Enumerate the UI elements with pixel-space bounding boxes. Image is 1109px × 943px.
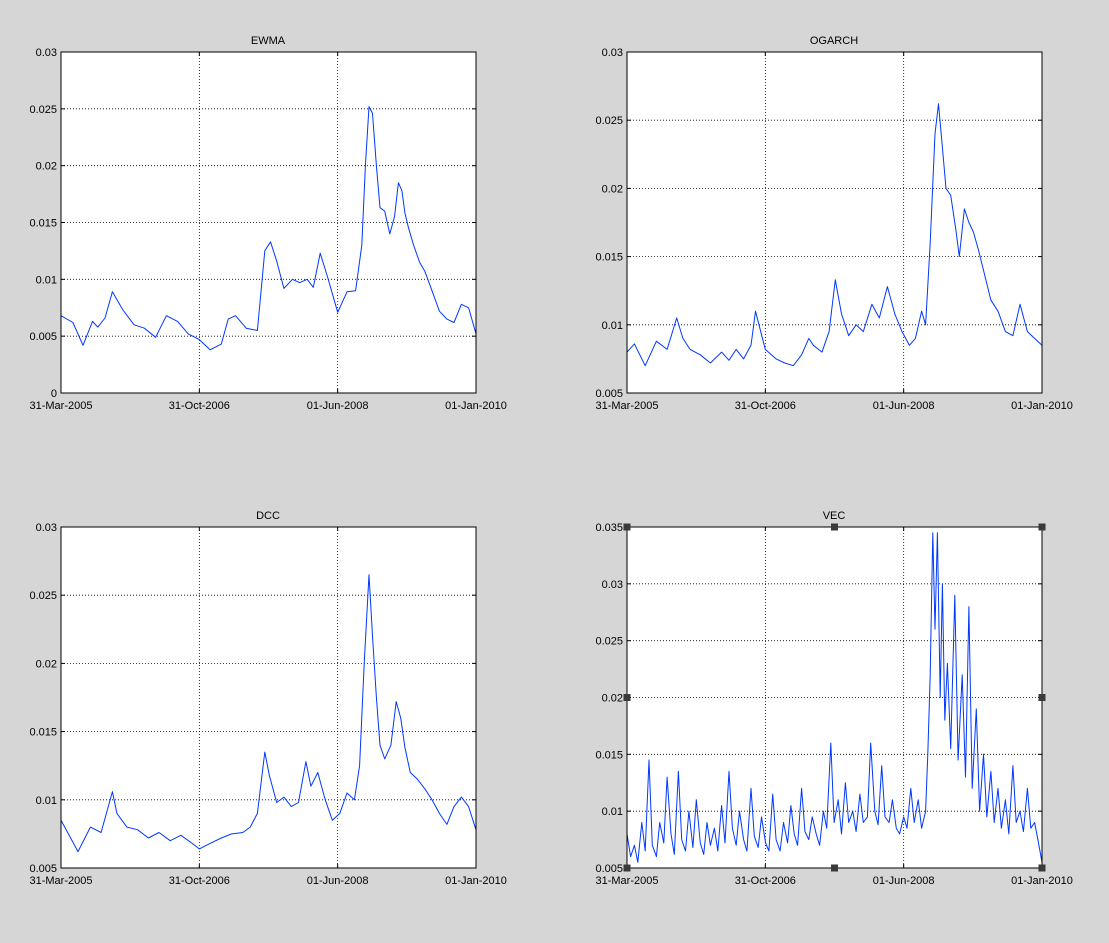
y-tick-label: 0.015 bbox=[29, 727, 57, 739]
selection-handle[interactable] bbox=[623, 694, 631, 701]
y-tick-label: 0.03 bbox=[602, 47, 623, 59]
x-tick-label: 31-Oct-2006 bbox=[169, 400, 230, 412]
y-tick-label: 0.03 bbox=[36, 522, 57, 534]
subplot-title: OGARCH bbox=[810, 35, 858, 47]
x-tick-label: 01-Jun-2008 bbox=[873, 400, 935, 412]
y-tick-label: 0.01 bbox=[36, 274, 57, 286]
x-tick-label: 01-Jan-2010 bbox=[445, 400, 507, 412]
y-tick-label: 0.005 bbox=[29, 331, 57, 343]
series-line bbox=[60, 574, 477, 853]
selection-handle[interactable] bbox=[1038, 694, 1046, 701]
x-tick-label: 01-Jun-2008 bbox=[873, 875, 935, 887]
subplot-title: VEC bbox=[823, 510, 846, 522]
x-tick-label: 01-Jan-2010 bbox=[445, 875, 507, 887]
y-tick-label: 0.025 bbox=[29, 590, 57, 602]
y-tick-label: 0.005 bbox=[29, 863, 57, 875]
y-tick-label: 0.015 bbox=[29, 218, 57, 230]
x-tick-label: 01-Jun-2008 bbox=[307, 400, 369, 412]
y-tick-label: 0.025 bbox=[595, 636, 623, 648]
y-tick-label: 0.01 bbox=[602, 320, 623, 332]
y-tick-label: 0.02 bbox=[602, 693, 623, 705]
selection-handle[interactable] bbox=[623, 523, 631, 531]
subplot-title: DCC bbox=[256, 510, 280, 522]
subplot-vec[interactable]: 31-Mar-2005 31-Oct-2006 01-Jun-2008 01-Jan-… bbox=[595, 510, 1072, 887]
x-tick-label: 31-Mar-2005 bbox=[30, 400, 93, 412]
x-tick-label: 01-Jan-2010 bbox=[1011, 875, 1073, 887]
y-tick-label: 0.01 bbox=[36, 795, 57, 807]
y-tick-label: 0.035 bbox=[595, 522, 623, 534]
y-tick-label: 0.005 bbox=[595, 863, 623, 875]
series-line bbox=[60, 106, 477, 351]
x-tick-label: 31-Oct-2006 bbox=[735, 400, 796, 412]
y-tick-label: 0.03 bbox=[36, 47, 57, 59]
x-tick-label: 31-Oct-2006 bbox=[169, 875, 230, 887]
subplot-ewma[interactable]: 31-Mar-2005 31-Oct-2006 01-Jun-2008 01-Jan-… bbox=[29, 35, 506, 412]
y-tick-label: 0.005 bbox=[595, 388, 623, 400]
x-tick-label: 01-Jan-2010 bbox=[1011, 400, 1073, 412]
x-tick-label: 31-Mar-2005 bbox=[30, 875, 93, 887]
y-tick-label: 0 bbox=[51, 388, 57, 400]
selection-handle[interactable] bbox=[831, 864, 838, 872]
selection-handle[interactable] bbox=[1038, 523, 1046, 531]
plot-area bbox=[627, 52, 1042, 393]
y-tick-label: 0.03 bbox=[602, 579, 623, 591]
x-tick-label: 31-Mar-2005 bbox=[596, 400, 659, 412]
series-line bbox=[626, 103, 1043, 367]
x-tick-label: 31-Oct-2006 bbox=[735, 875, 796, 887]
y-tick-label: 0.015 bbox=[595, 749, 623, 761]
y-tick-label: 0.02 bbox=[36, 658, 57, 670]
y-tick-label: 0.02 bbox=[602, 183, 623, 195]
y-tick-label: 0.01 bbox=[602, 806, 623, 818]
series-line bbox=[626, 532, 1043, 863]
selection-handle[interactable] bbox=[831, 523, 838, 531]
y-tick-label: 0.015 bbox=[595, 252, 623, 264]
y-tick-label: 0.025 bbox=[595, 115, 623, 127]
axes-box bbox=[60, 526, 477, 869]
y-tick-label: 0.02 bbox=[36, 161, 57, 173]
subplot-title: EWMA bbox=[251, 35, 286, 47]
plot-area bbox=[61, 527, 476, 868]
x-tick-label: 01-Jun-2008 bbox=[307, 875, 369, 887]
selection-handle[interactable] bbox=[1038, 864, 1046, 872]
x-tick-label: 31-Mar-2005 bbox=[596, 875, 659, 887]
selection-handle[interactable] bbox=[623, 864, 631, 872]
subplot-ogarch[interactable]: 31-Mar-2005 31-Oct-2006 01-Jun-2008 01-Jan-… bbox=[595, 35, 1072, 412]
axes-box bbox=[626, 51, 1043, 394]
subplot-dcc[interactable]: 31-Mar-2005 31-Oct-2006 01-Jun-2008 01-Jan-… bbox=[29, 510, 506, 887]
y-tick-label: 0.025 bbox=[29, 104, 57, 116]
